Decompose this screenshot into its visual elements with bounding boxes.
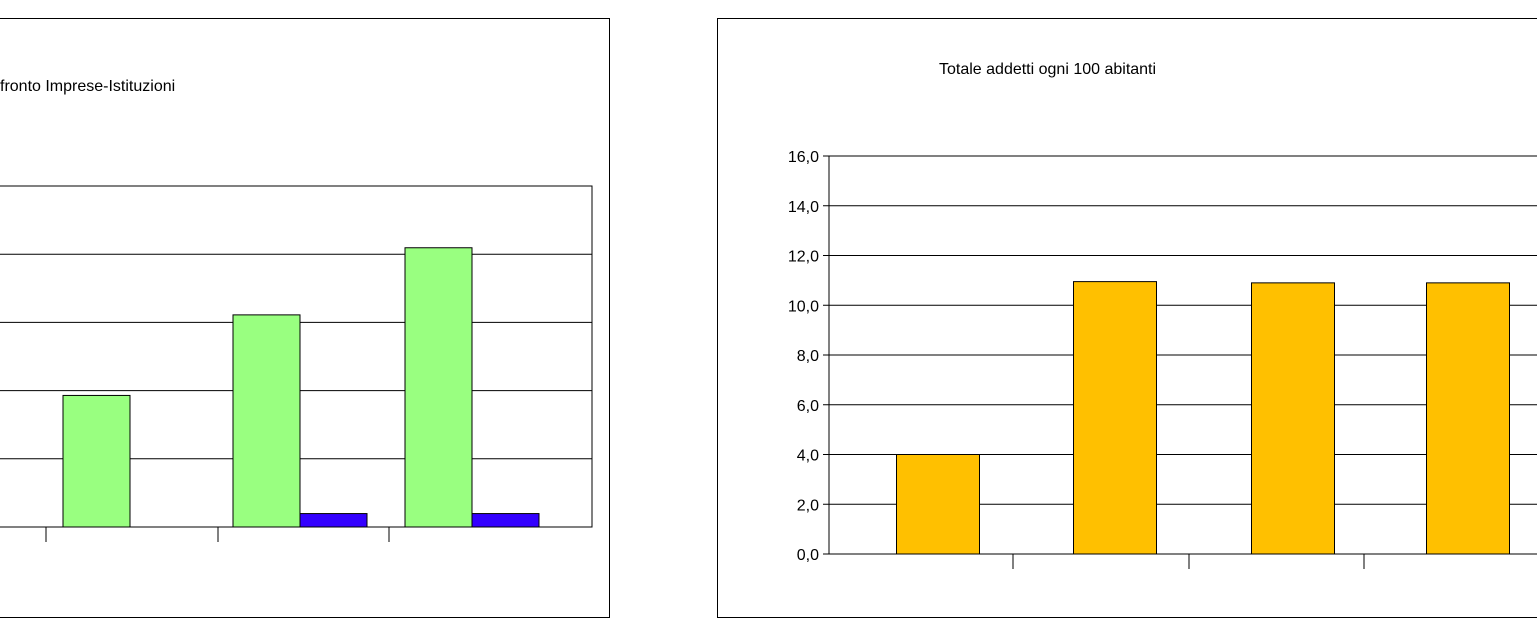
bar xyxy=(896,454,980,555)
y-tick-label: 4,0 xyxy=(797,448,819,465)
chart-title-right: Totale addetti ogni 100 abitanti xyxy=(939,61,1157,78)
y-tick-label: 6,0 xyxy=(797,398,819,415)
bar xyxy=(232,314,301,528)
y-tick-label: 10,0 xyxy=(788,298,819,315)
bar xyxy=(404,247,473,528)
y-tick-label: 0,0 xyxy=(797,547,819,564)
y-tick-label: 16,0 xyxy=(788,149,819,166)
bar xyxy=(62,394,131,528)
bar xyxy=(471,513,540,528)
bar xyxy=(1251,282,1335,555)
bar xyxy=(1426,282,1510,555)
y-tick-label: 2,0 xyxy=(797,497,819,514)
y-tick-label: 8,0 xyxy=(797,348,819,365)
chart-title-left: fronto Imprese-Istituzioni xyxy=(0,78,176,95)
charts-canvas: 0,0 2,0 4,0 6,0 8,0 10,0 12,0 14,0 16,0 xyxy=(0,149,1537,569)
bar xyxy=(1073,281,1157,555)
y-tick-label: 12,0 xyxy=(788,249,819,266)
y-tick-label: 14,0 xyxy=(788,199,819,216)
bar xyxy=(299,513,368,528)
